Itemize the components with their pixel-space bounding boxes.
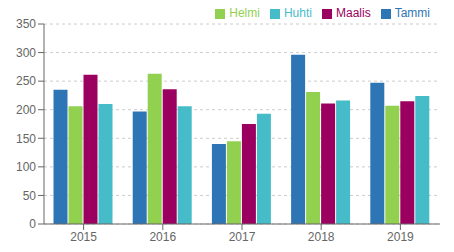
svg-text:300: 300 — [16, 46, 36, 60]
svg-text:200: 200 — [16, 103, 36, 117]
svg-text:0: 0 — [29, 217, 36, 231]
svg-text:150: 150 — [16, 132, 36, 146]
svg-text:2015: 2015 — [70, 230, 97, 244]
svg-text:350: 350 — [16, 17, 36, 31]
svg-text:2019: 2019 — [387, 230, 414, 244]
svg-text:2016: 2016 — [149, 230, 176, 244]
svg-text:100: 100 — [16, 160, 36, 174]
svg-text:50: 50 — [23, 189, 37, 203]
html-text:Tammi: Tammi — [394, 6, 430, 20]
svg-text:2018: 2018 — [308, 230, 335, 244]
svg-text:2017: 2017 — [229, 230, 256, 244]
html-text:Huhti: Huhti — [284, 6, 312, 20]
html-text:Helmi: Helmi — [229, 6, 260, 20]
svg-text:250: 250 — [16, 74, 36, 88]
html-text:Maalis: Maalis — [336, 6, 371, 20]
